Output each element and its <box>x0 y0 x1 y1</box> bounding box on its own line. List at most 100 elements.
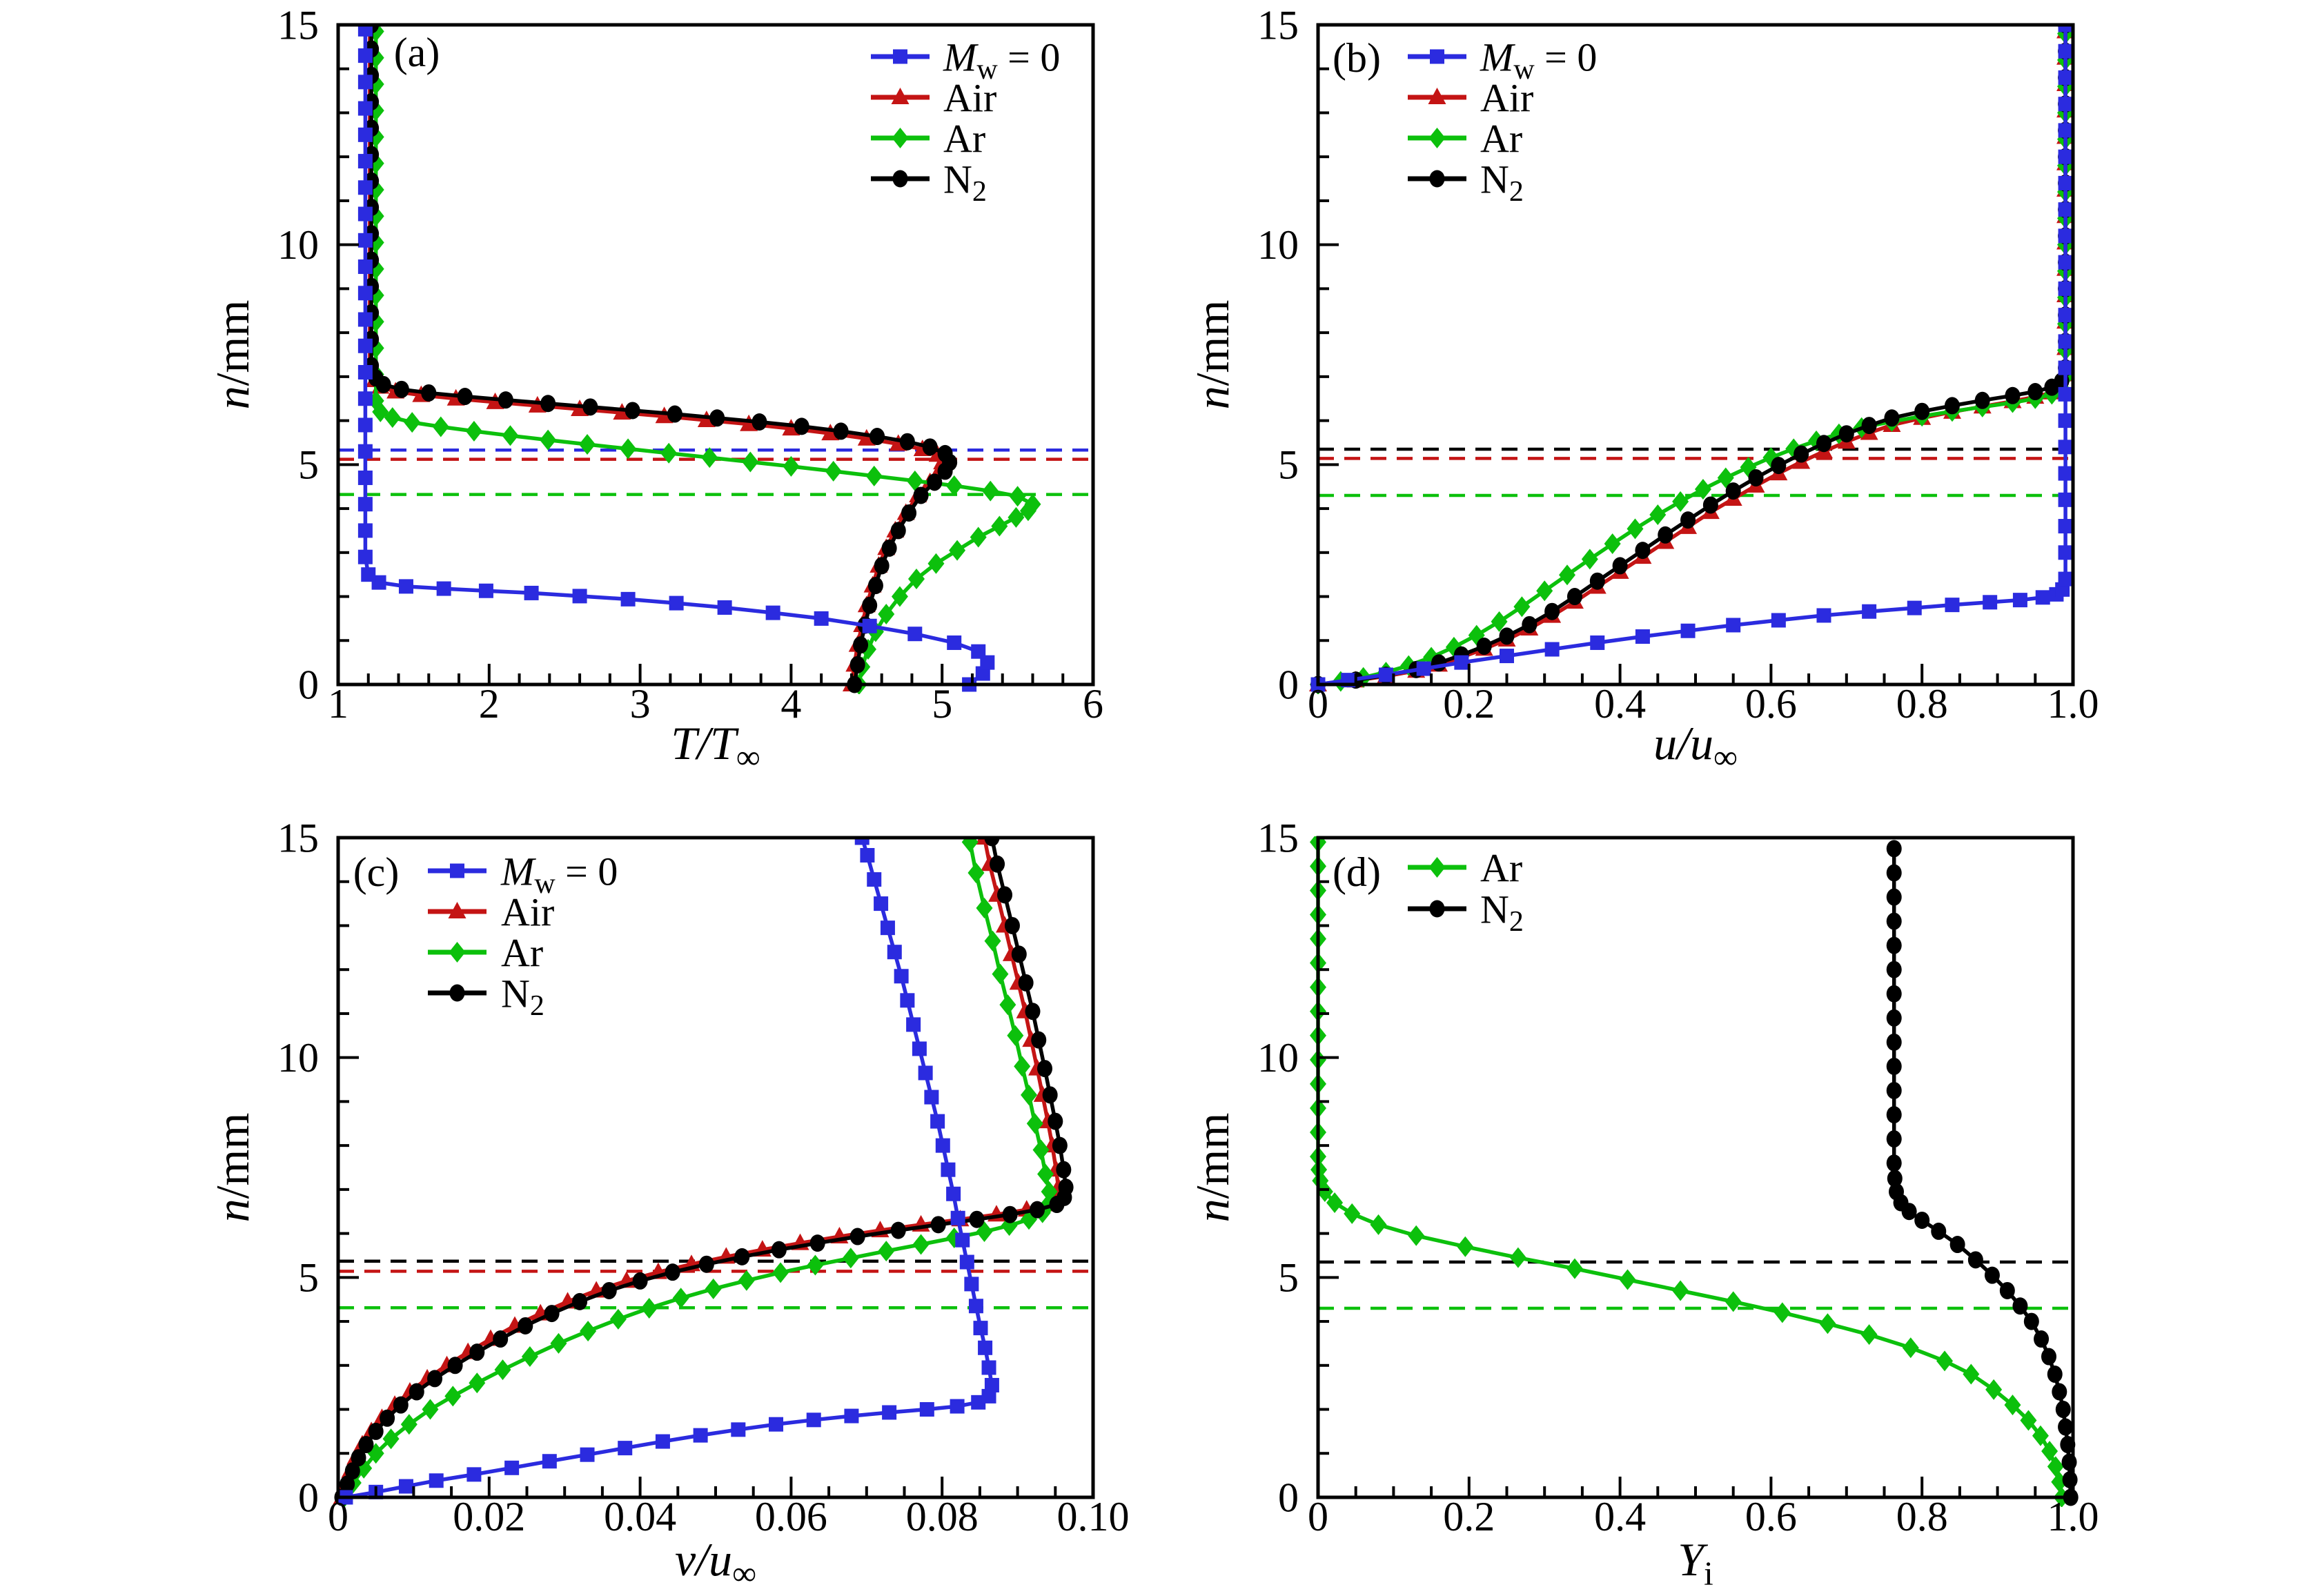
x-tick-label: 0.02 <box>453 1494 525 1539</box>
diamond-marker <box>1026 1113 1043 1134</box>
circle-marker <box>1886 936 1902 954</box>
legend-item-mw0 <box>428 863 487 878</box>
panel-c: 0 0.02 0.04 0.06 0.08 0.10 0 5 10 15 v/u∞ n/mm (c) Mw… <box>206 815 1130 1592</box>
circle-marker <box>1018 974 1034 992</box>
circle-marker <box>1725 482 1741 500</box>
square-marker <box>769 1417 784 1432</box>
y-axis-label: n/mm <box>1186 1113 1239 1223</box>
square-marker <box>2012 593 2027 608</box>
series-group <box>357 23 1041 694</box>
square-marker <box>357 127 373 142</box>
diamond-marker <box>2004 1395 2021 1416</box>
y-tick-label: 10 <box>277 1035 319 1081</box>
diamond-marker <box>660 442 678 464</box>
legend-item-air <box>428 902 487 918</box>
diamond-marker <box>1672 491 1689 512</box>
circle-marker <box>582 398 598 416</box>
diamond-marker <box>1037 1163 1054 1185</box>
square-marker <box>2058 202 2073 217</box>
square-marker <box>2058 255 2073 270</box>
square-marker <box>935 1138 950 1153</box>
plot-frame <box>336 23 1095 687</box>
circle-marker <box>862 596 878 614</box>
x-tick-label: 0.2 <box>1443 1494 1495 1539</box>
square-marker <box>984 1377 999 1392</box>
circle-marker <box>1031 1031 1047 1049</box>
square-marker <box>2058 123 2073 138</box>
diamond-marker <box>1936 1350 1954 1372</box>
series-group <box>1309 23 2075 694</box>
circle-marker <box>890 522 906 540</box>
diamond-marker <box>842 1248 859 1269</box>
diamond-marker <box>1513 596 1531 618</box>
circle-marker <box>393 1396 409 1414</box>
diamond-marker <box>2020 1410 2037 1431</box>
square-marker <box>862 618 877 633</box>
diamond-marker <box>620 438 637 460</box>
circle-marker <box>1999 1281 2015 1299</box>
legend-item-ar <box>428 942 487 963</box>
circle-marker <box>625 402 640 420</box>
square-marker <box>731 1422 746 1437</box>
diamond-marker <box>976 897 993 918</box>
circle-marker <box>1056 1161 1072 1179</box>
x-tick-label: 0.6 <box>1745 1494 1797 1539</box>
diamond-marker <box>912 1234 930 1255</box>
circle-marker <box>867 577 883 595</box>
diamond-marker <box>404 412 421 433</box>
x-tick-label: 0 <box>1308 1494 1328 1539</box>
x-tick-label: 5 <box>932 681 952 727</box>
diamond-marker <box>2047 1456 2064 1477</box>
circle-marker <box>1889 1183 1905 1201</box>
square-marker <box>894 969 909 984</box>
circle-marker <box>853 636 869 654</box>
circle-marker <box>1887 1170 1903 1188</box>
square-marker <box>2058 228 2073 244</box>
legend-item-mw0 <box>871 49 930 64</box>
diamond-marker <box>1326 1192 1344 1213</box>
circle-marker <box>1004 916 1020 934</box>
square-marker <box>357 523 373 538</box>
diamond-marker <box>1014 1056 1031 1077</box>
square-marker <box>964 1277 979 1292</box>
circle-marker <box>937 444 953 462</box>
square-marker <box>357 101 373 116</box>
diamond-marker <box>580 1321 597 1342</box>
circle-marker <box>340 1475 355 1493</box>
panel-label: (c) <box>353 849 400 895</box>
circle-marker <box>1886 960 1902 978</box>
square-marker <box>1680 623 1696 638</box>
square-marker <box>398 1479 413 1494</box>
square-marker <box>975 666 990 681</box>
square-marker <box>882 1405 897 1420</box>
x-tick-label: 1.0 <box>2047 1494 2099 1539</box>
diamond-marker <box>400 1414 417 1435</box>
square-marker <box>717 600 732 615</box>
diamond-marker <box>807 1254 824 1276</box>
legend-item-n2 <box>1408 170 1466 188</box>
circle-marker <box>1036 1060 1052 1078</box>
legend-item-mw0 <box>1408 49 1466 64</box>
square-marker <box>1378 667 1393 682</box>
circle-marker <box>990 855 1005 873</box>
circle-marker <box>601 1281 617 1299</box>
y-tick-label: 0 <box>1278 1475 1299 1520</box>
square-marker <box>1726 618 1741 633</box>
y-axis-label: n/mm <box>206 300 259 410</box>
diamond-marker <box>1619 1269 1636 1290</box>
circle-marker <box>2041 1348 2056 1366</box>
diamond-marker <box>465 420 482 442</box>
circle-marker <box>2052 1383 2067 1401</box>
x-tick-label: 4 <box>780 681 801 727</box>
series-group <box>1310 836 2079 1507</box>
diamond-marker <box>892 128 909 148</box>
square-marker <box>357 338 373 353</box>
diamond-marker <box>825 460 842 482</box>
circle-marker <box>1011 945 1027 963</box>
x-tick-label: 0 <box>1308 681 1328 727</box>
triangle-marker <box>891 88 910 104</box>
circle-marker <box>540 395 556 413</box>
diamond-marker <box>1694 479 1711 500</box>
